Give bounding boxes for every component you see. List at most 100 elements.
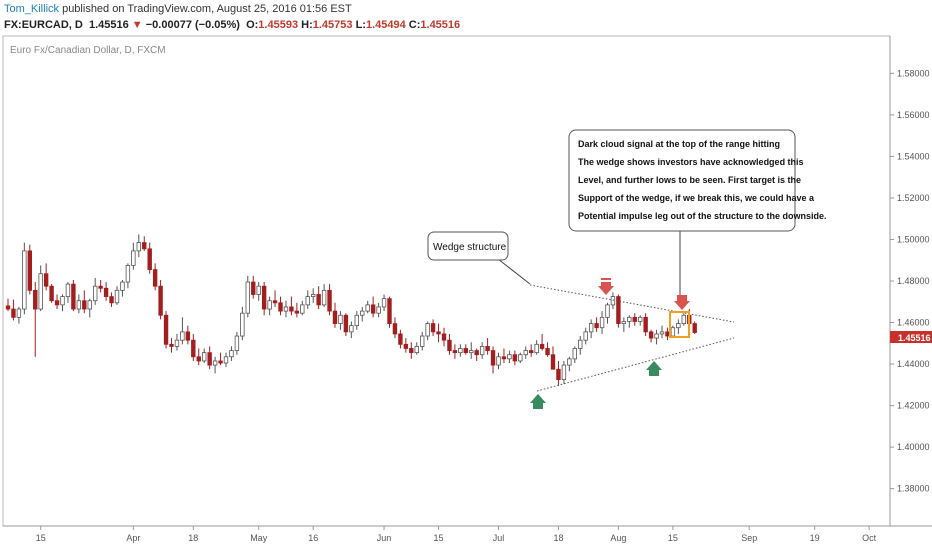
x-tick-label: 18 bbox=[188, 533, 198, 543]
candle-body bbox=[278, 302, 283, 312]
candle-body bbox=[114, 289, 120, 304]
candle-body bbox=[409, 348, 414, 354]
candle-body bbox=[398, 333, 403, 345]
candle-body bbox=[518, 354, 523, 362]
candle-body bbox=[599, 316, 605, 329]
candle-body bbox=[594, 323, 599, 329]
candle-body bbox=[327, 289, 332, 312]
green-up-arrow-icon bbox=[530, 394, 546, 409]
candle-body bbox=[103, 287, 109, 297]
candle-body bbox=[479, 346, 485, 356]
candle-body bbox=[76, 300, 82, 310]
candle-body bbox=[627, 316, 632, 322]
candle-body bbox=[82, 300, 87, 310]
candle-body bbox=[147, 248, 152, 270]
candle-body bbox=[354, 314, 359, 327]
candle-body bbox=[240, 312, 245, 337]
callout-box bbox=[568, 129, 796, 232]
candle-body bbox=[692, 323, 697, 333]
candle-body bbox=[370, 304, 376, 314]
candle-body bbox=[376, 306, 381, 314]
candle-body bbox=[163, 314, 169, 345]
candle-body bbox=[223, 356, 229, 364]
candle-body bbox=[545, 348, 550, 356]
candle-body bbox=[458, 348, 463, 354]
close-label: C: bbox=[408, 19, 421, 31]
candle-body bbox=[512, 354, 518, 362]
candle-body bbox=[152, 269, 158, 287]
candle-body bbox=[507, 354, 512, 360]
candle-body bbox=[142, 242, 147, 250]
candle-body bbox=[256, 285, 261, 295]
candle-body bbox=[430, 323, 436, 333]
candle-body bbox=[251, 281, 256, 295]
y-axis: 1.58000 1.56000 1.54000 1.52000 1.50000 1.480… bbox=[890, 68, 930, 494]
red-down-arrow-icon bbox=[674, 295, 690, 310]
plot-frame bbox=[2, 35, 891, 527]
last-price: 1.45516 bbox=[88, 19, 129, 31]
candle-body bbox=[621, 321, 627, 324]
candle-body bbox=[283, 306, 289, 312]
low-value: 1.45494 bbox=[365, 19, 406, 31]
candle-body bbox=[469, 350, 474, 354]
wedge-label-pointer bbox=[497, 258, 531, 285]
y-tick-label: 1.58000 bbox=[897, 68, 930, 78]
candle-body bbox=[109, 296, 114, 304]
x-axis: 15 Apr 18 May 16 Jun 15 Jul 18 Aug 15 Sep 19 Oct bbox=[36, 526, 877, 543]
wedge-label-box bbox=[427, 231, 509, 261]
x-tick-label: 18 bbox=[553, 533, 563, 543]
high-label: H: bbox=[301, 19, 313, 31]
candle-body bbox=[643, 316, 648, 333]
candle-body bbox=[463, 348, 468, 354]
x-tick-label: Aug bbox=[610, 533, 626, 543]
candle-body bbox=[321, 289, 327, 306]
candle-body bbox=[305, 296, 310, 306]
candle-body bbox=[212, 360, 218, 366]
candle-body bbox=[87, 300, 92, 310]
y-tick-label: 1.44000 bbox=[897, 359, 930, 369]
candle-body bbox=[310, 294, 316, 297]
symbol-label: FX:EURCAD, D bbox=[4, 19, 83, 31]
author-link[interactable]: Tom_Killick bbox=[4, 3, 60, 15]
candle-body bbox=[561, 364, 567, 381]
candle-body bbox=[496, 356, 501, 366]
candle-body bbox=[201, 352, 207, 362]
y-tick-label: 1.52000 bbox=[897, 193, 930, 203]
high-value: 1.45753 bbox=[312, 19, 353, 31]
chart-subtitle: Euro Fx/Canadian Dollar, D, FXCM bbox=[10, 45, 166, 56]
candle-body bbox=[71, 283, 76, 310]
candle-body bbox=[436, 331, 441, 335]
candle-body bbox=[447, 339, 452, 351]
candle-body bbox=[414, 346, 419, 354]
y-tick-label: 1.40000 bbox=[897, 442, 930, 452]
candle-body bbox=[638, 316, 643, 322]
candle-body bbox=[267, 300, 272, 310]
wedge-support-line bbox=[536, 337, 735, 392]
candle-body bbox=[272, 300, 278, 304]
candle-body bbox=[539, 343, 545, 349]
candle-body bbox=[648, 331, 654, 339]
candle-body bbox=[289, 306, 294, 312]
callout-line-4: Support of the wedge, if we break this, … bbox=[578, 193, 815, 203]
candle-body bbox=[567, 358, 572, 366]
candle-body bbox=[425, 323, 430, 337]
candle-body bbox=[485, 346, 490, 351]
x-tick-label: Oct bbox=[862, 533, 877, 543]
candle-body bbox=[381, 298, 387, 308]
open-value: 1.45593 bbox=[258, 19, 299, 31]
candle-body bbox=[659, 331, 665, 335]
candle-body bbox=[529, 350, 534, 354]
callout-line-3: Level, and further lows to be seen. Firs… bbox=[578, 175, 801, 185]
y-tick-label: 1.50000 bbox=[897, 234, 930, 244]
candlestick-series bbox=[5, 234, 697, 386]
candle-body bbox=[229, 350, 234, 358]
candle-body bbox=[60, 296, 65, 306]
y-tick-label: 1.46000 bbox=[897, 318, 930, 328]
x-tick-label: Jun bbox=[377, 533, 392, 543]
candle-body bbox=[125, 265, 131, 283]
candle-body bbox=[474, 350, 479, 356]
candle-body bbox=[218, 360, 223, 364]
candle-body bbox=[452, 350, 458, 354]
candle-body bbox=[38, 273, 43, 310]
